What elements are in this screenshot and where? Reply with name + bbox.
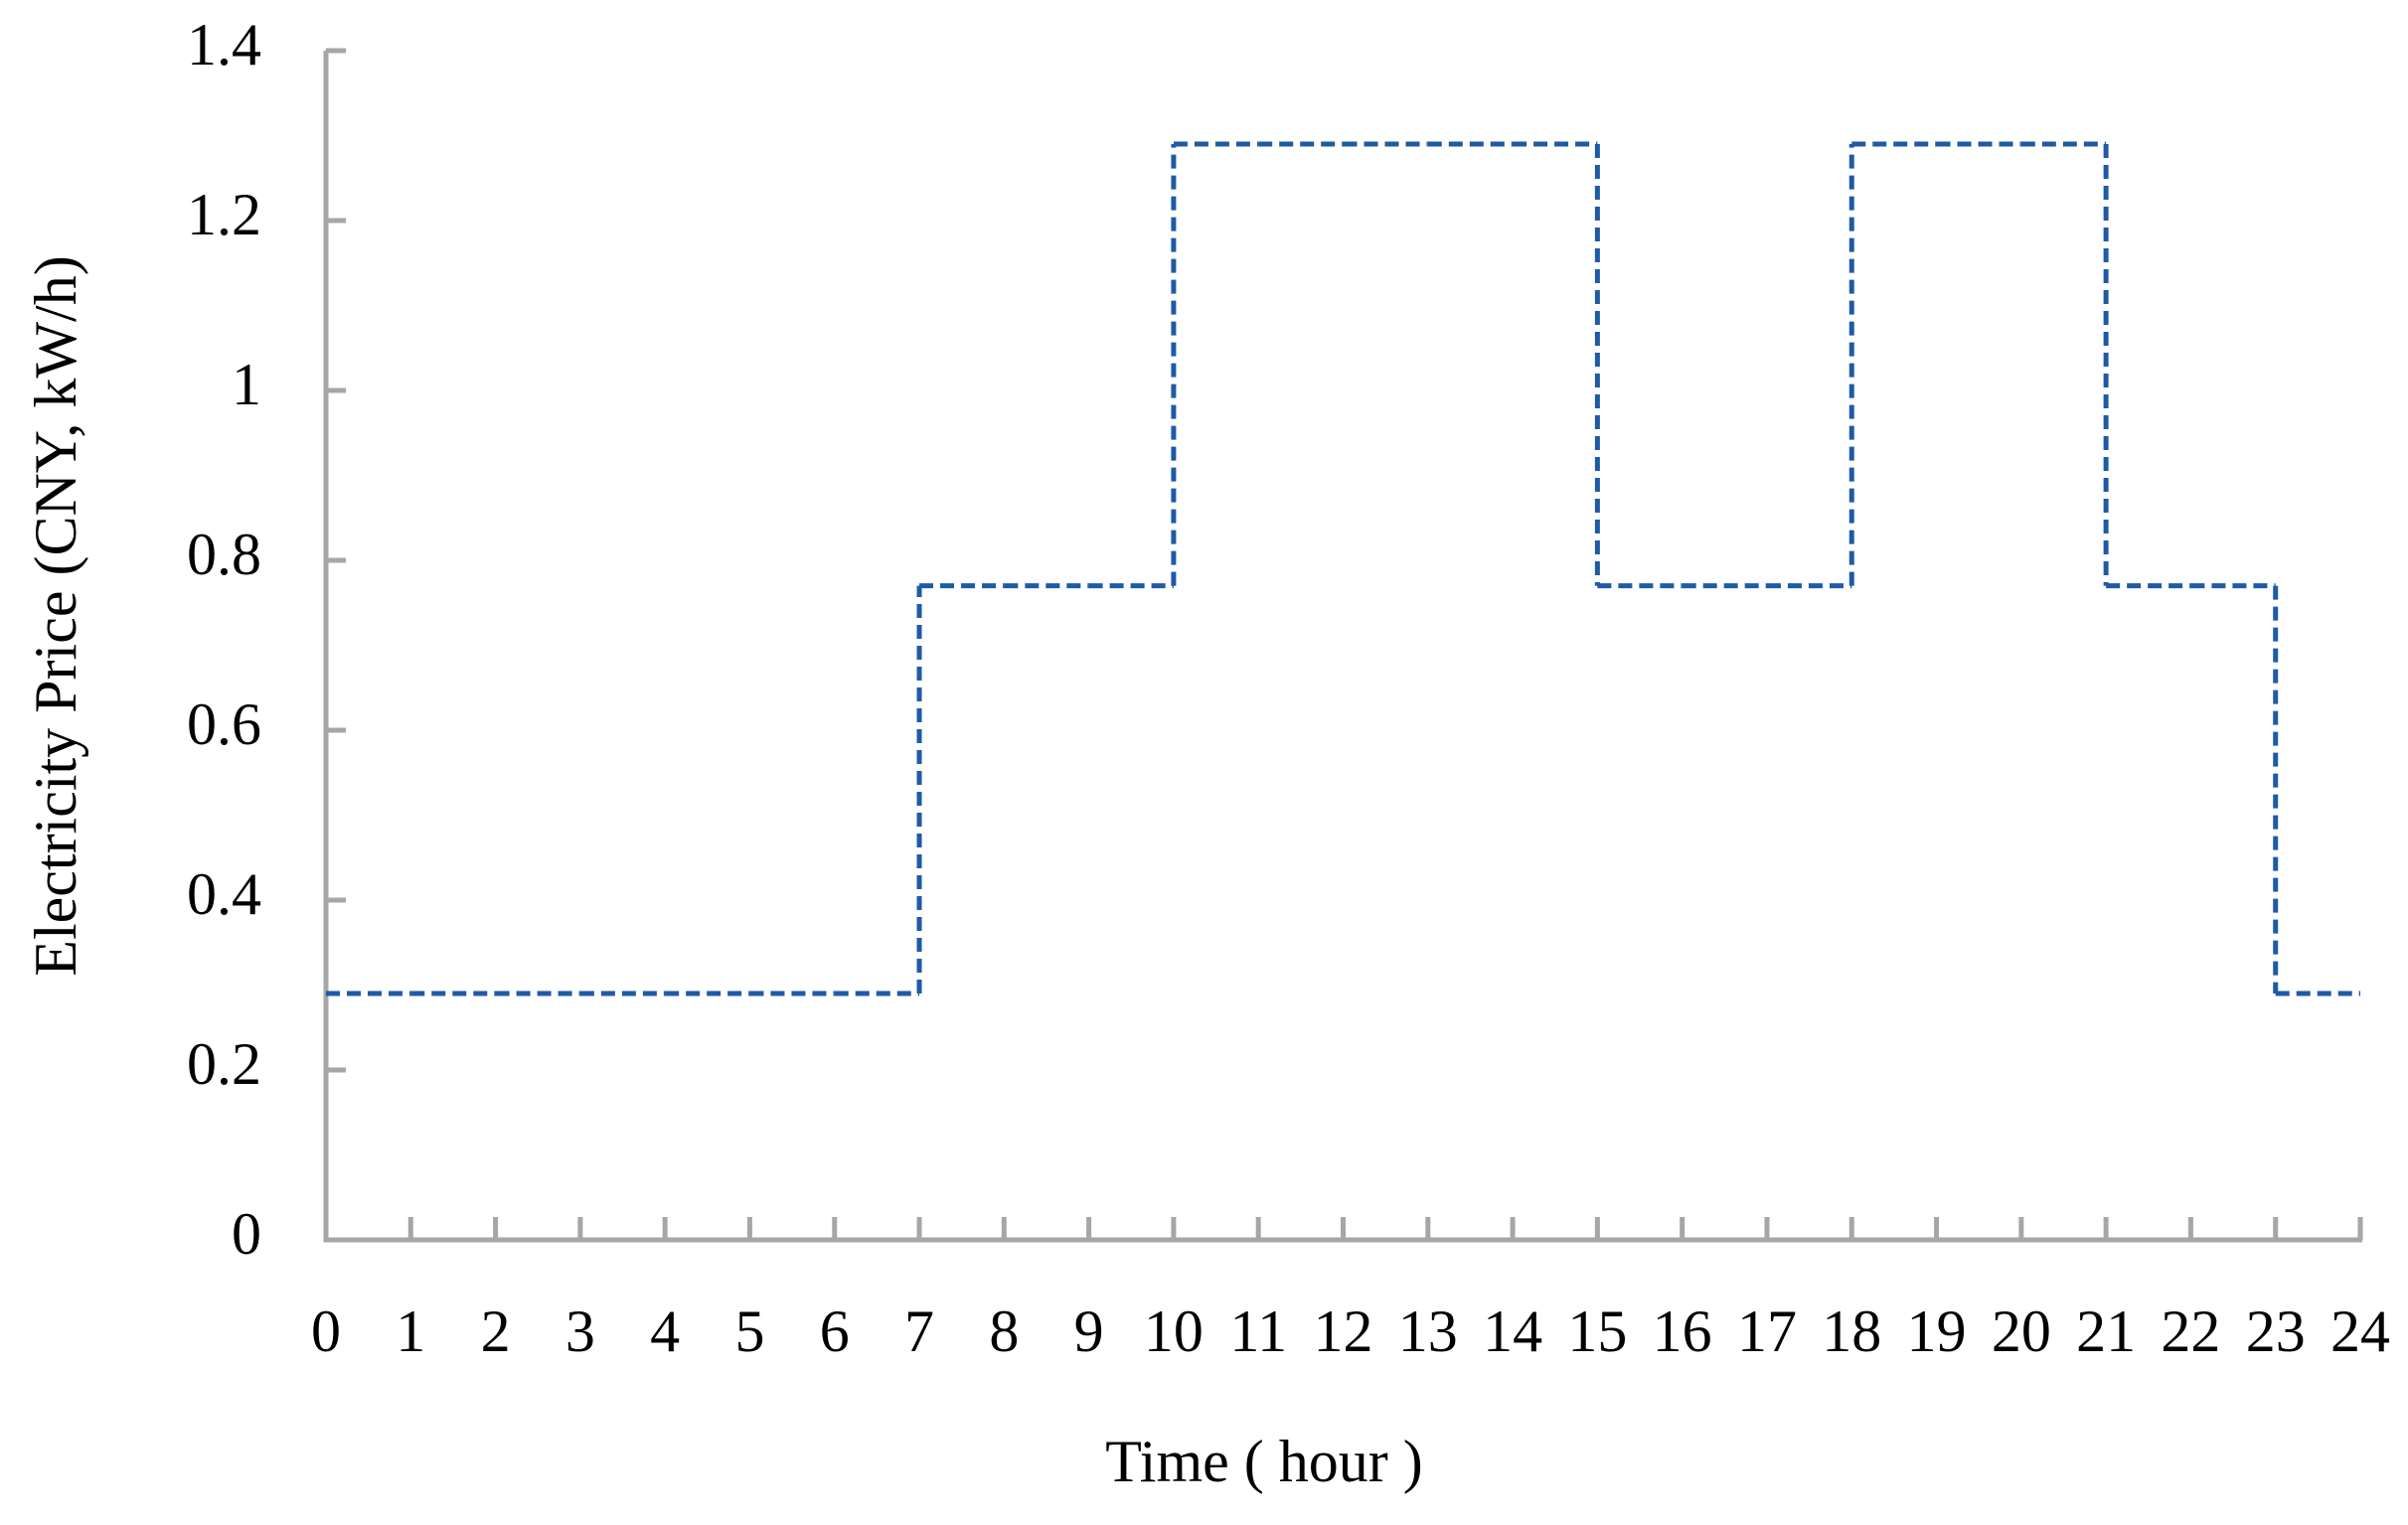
x-tick-label: 18 [1822, 1298, 1881, 1364]
x-tick-label: 4 [650, 1298, 680, 1364]
x-tick-label: 7 [904, 1298, 934, 1364]
x-tick-label: 16 [1653, 1298, 1712, 1364]
x-tick-label: 5 [734, 1298, 764, 1364]
x-tick-label: 14 [1483, 1298, 1542, 1364]
x-tick-label: 3 [565, 1298, 595, 1364]
x-tick-label: 20 [1992, 1298, 2051, 1364]
y-tick-label: 0 [232, 1201, 261, 1267]
y-tick-label: 0.8 [187, 522, 261, 587]
y-tick-label: 1.4 [187, 12, 261, 77]
x-tick-label: 17 [1737, 1298, 1797, 1364]
x-tick-label: 22 [2161, 1298, 2220, 1364]
x-tick-label: 11 [1229, 1298, 1287, 1364]
x-tick-label: 21 [2076, 1298, 2136, 1364]
x-tick-label: 6 [820, 1298, 850, 1364]
x-tick-label: 10 [1144, 1298, 1204, 1364]
x-tick-label: 15 [1567, 1298, 1627, 1364]
x-tick-label: 2 [481, 1298, 511, 1364]
x-tick-label: 12 [1314, 1298, 1373, 1364]
x-tick-label: 13 [1398, 1298, 1458, 1364]
x-tick-label: 23 [2246, 1298, 2306, 1364]
x-tick-label: 19 [1907, 1298, 1967, 1364]
y-tick-label: 1 [232, 352, 261, 417]
x-tick-label: 24 [2330, 1298, 2390, 1364]
y-tick-label: 1.2 [187, 182, 261, 247]
x-tick-label: 9 [1074, 1298, 1104, 1364]
y-axis-title: Electricity Price (CNY, kW/h) [23, 255, 88, 976]
x-tick-label: 1 [396, 1298, 425, 1364]
y-tick-label: 0.6 [187, 691, 261, 757]
y-tick-label: 0.4 [187, 861, 261, 927]
x-tick-label: 0 [311, 1298, 341, 1364]
x-axis-title: Time ( hour ) [1105, 1429, 1422, 1494]
y-tick-label: 0.2 [187, 1031, 261, 1097]
x-tick-label: 8 [989, 1298, 1019, 1364]
